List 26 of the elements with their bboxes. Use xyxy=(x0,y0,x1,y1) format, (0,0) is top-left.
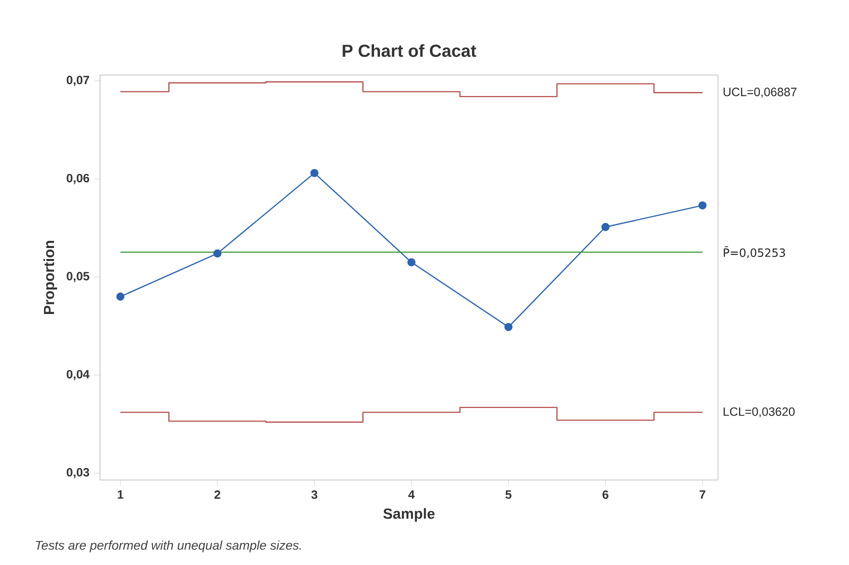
point xyxy=(698,201,707,210)
point xyxy=(310,168,318,178)
x-tick-label: 1 xyxy=(118,490,124,499)
point xyxy=(116,292,124,301)
x-tick-label: 5 xyxy=(505,490,512,499)
ref-line-label: P̄=0,05253 xyxy=(724,246,785,258)
series-label: LCL=0,03620 xyxy=(724,407,795,418)
point xyxy=(504,322,513,332)
y-tick-label: 0,07 xyxy=(66,76,90,86)
point xyxy=(601,222,610,232)
point xyxy=(407,258,416,266)
x-tick-label: 4 xyxy=(408,490,415,499)
y-tick-label: 0,05 xyxy=(66,272,90,282)
chart-title: P Chart of Cacat xyxy=(342,44,476,57)
y-tick-label: 0,03 xyxy=(66,468,90,478)
x-tick-label: 3 xyxy=(311,490,318,499)
x-tick-label: 7 xyxy=(700,490,706,499)
text: Tests are performed with unequal sample sizes. xyxy=(36,540,301,552)
point xyxy=(213,249,222,258)
x-axis-title: Sample xyxy=(383,508,435,522)
x-tick-label: 6 xyxy=(602,490,608,499)
y-axis-title: Proportion xyxy=(43,240,58,314)
x-tick-label: 2 xyxy=(214,490,220,499)
y-tick-label: 0,06 xyxy=(66,174,90,184)
y-tick-label: 0,04 xyxy=(66,370,90,380)
series-label: UCL=0,06887 xyxy=(724,88,796,98)
